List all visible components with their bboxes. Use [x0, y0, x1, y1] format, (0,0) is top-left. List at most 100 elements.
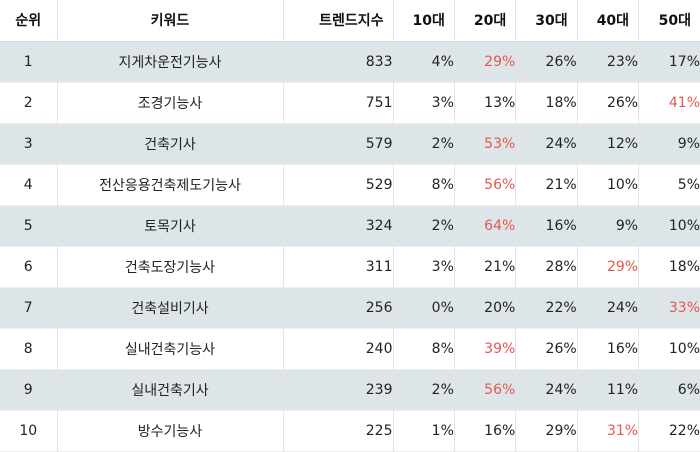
- cell-trend-index: 833: [283, 41, 394, 82]
- cell-rank: 2: [0, 82, 58, 123]
- cell-age-30s: 26%: [515, 41, 578, 82]
- cell-keyword[interactable]: 건축도장기능사: [57, 246, 284, 287]
- cell-keyword[interactable]: 전산응용건축제도기능사: [57, 164, 284, 205]
- cell-age-20s: 21%: [454, 246, 517, 287]
- header-age-10s[interactable]: 10대: [393, 0, 455, 42]
- table-row[interactable]: 3 건축기사 579 2% 53% 24% 12% 9%: [0, 123, 700, 164]
- header-keyword[interactable]: 키워드: [57, 0, 284, 42]
- cell-age-10s: 8%: [393, 328, 455, 369]
- cell-keyword[interactable]: 지게차운전기능사: [57, 41, 284, 82]
- header-age-50s[interactable]: 50대: [638, 0, 700, 42]
- cell-rank: 10: [0, 410, 58, 451]
- cell-age-50s: 10%: [668, 340, 700, 357]
- cell-trend-index: 240: [283, 328, 394, 369]
- cell-age-50s: 6%: [677, 381, 700, 398]
- cell-age-30s: 16%: [515, 205, 578, 246]
- cell-age-30s: 29%: [515, 410, 578, 451]
- table-row[interactable]: 1 지게차운전기능사 833 4% 29% 26% 23% 17%: [0, 41, 700, 82]
- table-row[interactable]: 2 조경기능사 751 3% 13% 18% 26% 41%: [0, 82, 700, 123]
- cell-age-30s: 21%: [515, 164, 578, 205]
- table-row[interactable]: 4 전산응용건축제도기능사 529 8% 56% 21% 10% 5%: [0, 164, 700, 205]
- cell-age-10s: 1%: [393, 410, 455, 451]
- cell-age-40s: 31%: [577, 410, 640, 451]
- cell-age-20s: 16%: [454, 410, 517, 451]
- cell-age-50s: 17%: [668, 53, 700, 70]
- table-row[interactable]: 8 실내건축기능사 240 8% 39% 26% 16% 10%: [0, 328, 700, 369]
- cell-age-40s: 16%: [577, 328, 640, 369]
- cell-age-40s: 10%: [577, 164, 640, 205]
- cell-trend-index: 256: [283, 287, 394, 328]
- cell-age-30s: 22%: [515, 287, 578, 328]
- cell-rank: 3: [0, 123, 58, 164]
- cell-age-20s: 56%: [454, 164, 517, 205]
- cell-age-40s: 12%: [577, 123, 640, 164]
- cell-age-40s: 26%: [577, 82, 640, 123]
- header-age-20s[interactable]: 20대: [454, 0, 517, 42]
- cell-age-10s: 4%: [393, 41, 455, 82]
- table-body: 1 지게차운전기능사 833 4% 29% 26% 23% 17% 2 조경기능사 751 3% 13%…: [0, 41, 700, 451]
- cell-trend-index: 239: [283, 369, 394, 410]
- cell-age-40s: 23%: [577, 41, 640, 82]
- cell-age-20s: 13%: [454, 82, 517, 123]
- cell-age-30s: 24%: [515, 369, 578, 410]
- cell-rank: 4: [0, 164, 58, 205]
- cell-age-10s: 3%: [393, 82, 455, 123]
- cell-age-20s: 64%: [454, 205, 517, 246]
- header-rank[interactable]: 순위: [0, 0, 58, 42]
- cell-keyword[interactable]: 조경기능사: [57, 82, 284, 123]
- cell-trend-index: 324: [283, 205, 394, 246]
- cell-age-20s: 53%: [454, 123, 517, 164]
- cell-age-50s: 33%: [668, 299, 700, 316]
- cell-keyword[interactable]: 실내건축기능사: [57, 328, 284, 369]
- cell-trend-index: 311: [283, 246, 394, 287]
- header-age-30s[interactable]: 30대: [515, 0, 578, 42]
- cell-keyword[interactable]: 방수기능사: [57, 410, 284, 451]
- cell-keyword[interactable]: 건축기사: [57, 123, 284, 164]
- cell-age-30s: 24%: [515, 123, 578, 164]
- cell-age-40s: 11%: [577, 369, 640, 410]
- cell-trend-index: 529: [283, 164, 394, 205]
- cell-age-50s: 18%: [668, 258, 700, 275]
- cell-age-50s: 10%: [668, 217, 700, 234]
- cell-age-20s: 39%: [454, 328, 517, 369]
- cell-rank: 8: [0, 328, 58, 369]
- cell-age-10s: 0%: [393, 287, 455, 328]
- header-trend-index[interactable]: 트렌드지수: [283, 0, 394, 42]
- cell-keyword[interactable]: 실내건축기사: [57, 369, 284, 410]
- cell-age-50s: 9%: [677, 135, 700, 152]
- table-row[interactable]: 10 방수기능사 225 1% 16% 29% 31% 22%: [0, 410, 700, 451]
- cell-age-50s: 5%: [677, 176, 700, 193]
- cell-keyword[interactable]: 건축설비기사: [57, 287, 284, 328]
- cell-age-10s: 8%: [393, 164, 455, 205]
- table-row[interactable]: 9 실내건축기사 239 2% 56% 24% 11% 6%: [0, 369, 700, 410]
- cell-age-10s: 2%: [393, 123, 455, 164]
- cell-age-50s: 41%: [668, 94, 700, 111]
- header-age-40s[interactable]: 40대: [577, 0, 640, 42]
- cell-rank: 6: [0, 246, 58, 287]
- cell-rank: 1: [0, 41, 58, 82]
- table-row[interactable]: 7 건축설비기사 256 0% 20% 22% 24% 33%: [0, 287, 700, 328]
- table-header-row: 순위 키워드 트렌드지수 10대 20대 30대 40대 50대: [0, 0, 700, 42]
- cell-age-40s: 24%: [577, 287, 640, 328]
- cell-age-20s: 29%: [454, 41, 517, 82]
- cell-age-30s: 18%: [515, 82, 578, 123]
- cell-age-30s: 26%: [515, 328, 578, 369]
- cell-age-40s: 29%: [577, 246, 640, 287]
- cell-trend-index: 225: [283, 410, 394, 451]
- cell-age-20s: 20%: [454, 287, 517, 328]
- table-row[interactable]: 6 건축도장기능사 311 3% 21% 28% 29% 18%: [0, 246, 700, 287]
- cell-age-50s: 22%: [668, 422, 700, 439]
- cell-rank: 9: [0, 369, 58, 410]
- cell-age-30s: 28%: [515, 246, 578, 287]
- cell-age-10s: 2%: [393, 369, 455, 410]
- cell-trend-index: 751: [283, 82, 394, 123]
- cell-keyword[interactable]: 토목기사: [57, 205, 284, 246]
- cell-age-10s: 3%: [393, 246, 455, 287]
- table-row[interactable]: 5 토목기사 324 2% 64% 16% 9% 10%: [0, 205, 700, 246]
- cell-rank: 7: [0, 287, 58, 328]
- cell-age-20s: 56%: [454, 369, 517, 410]
- cell-rank: 5: [0, 205, 58, 246]
- cell-trend-index: 579: [283, 123, 394, 164]
- cell-age-40s: 9%: [577, 205, 640, 246]
